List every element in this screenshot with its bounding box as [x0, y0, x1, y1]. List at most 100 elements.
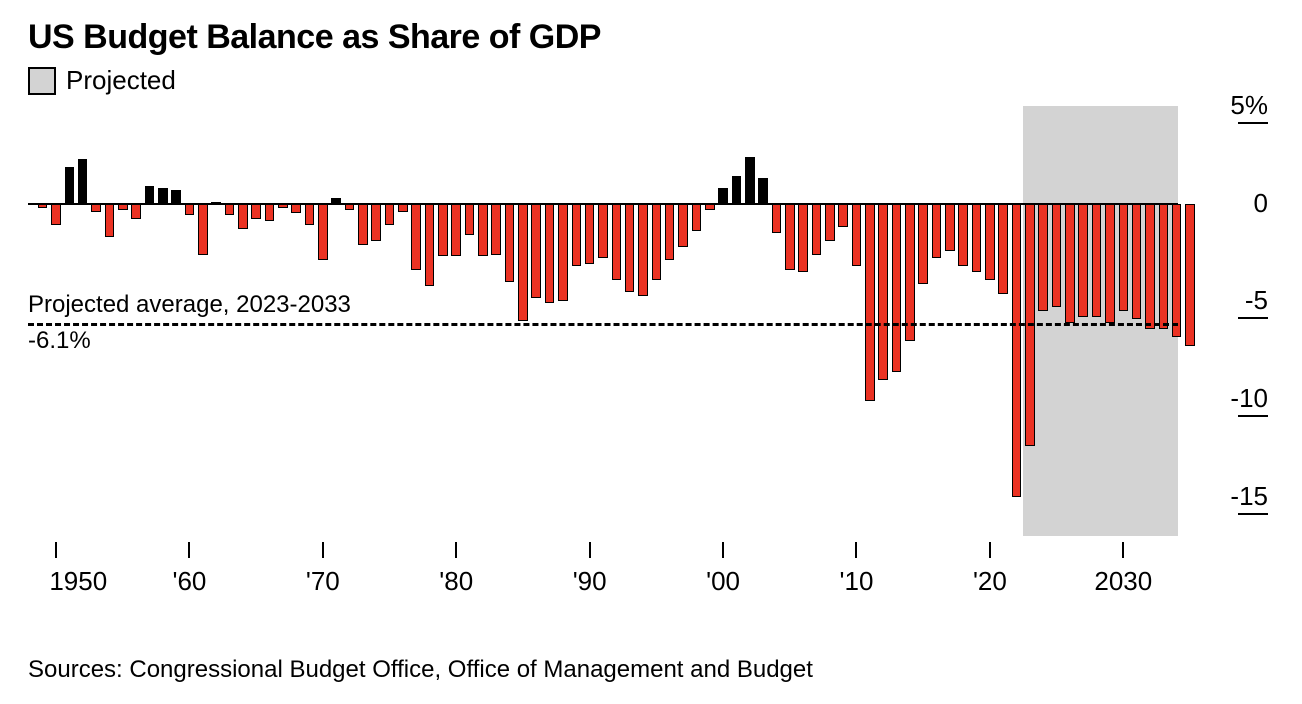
- projected-band: [1023, 106, 1178, 536]
- bar: [772, 204, 782, 233]
- bar: [331, 198, 341, 204]
- bar: [318, 204, 328, 261]
- projected-average-label: Projected average, 2023-2033: [28, 293, 351, 317]
- y-tick-label: 5%: [1230, 92, 1268, 118]
- legend-swatch-projected: [28, 67, 56, 95]
- bar: [798, 204, 808, 272]
- bar: [105, 204, 115, 237]
- bar: [411, 204, 421, 270]
- x-tick-mark: [55, 542, 57, 558]
- y-tick-mark: [1238, 122, 1268, 124]
- bar: [918, 204, 928, 284]
- bar: [785, 204, 795, 270]
- x-tick-label: 2030: [1094, 566, 1152, 597]
- bar: [251, 204, 261, 220]
- bar: [625, 204, 635, 292]
- bar: [451, 204, 461, 257]
- bar: [131, 204, 141, 220]
- bar: [1159, 204, 1169, 329]
- legend-label-projected: Projected: [66, 65, 176, 96]
- bar: [398, 204, 408, 212]
- bar: [1145, 204, 1155, 329]
- bar: [705, 204, 715, 210]
- x-tick-label: '60: [172, 566, 206, 597]
- bar: [665, 204, 675, 261]
- bar: [65, 167, 75, 204]
- y-tick-mark: [1238, 415, 1268, 417]
- bar: [812, 204, 822, 255]
- sources-text: Sources: Congressional Budget Office, Of…: [28, 656, 813, 684]
- bar: [158, 188, 168, 204]
- bar: [238, 204, 248, 229]
- bar: [838, 204, 848, 227]
- bar: [211, 202, 221, 204]
- bar: [612, 204, 622, 280]
- bar: [998, 204, 1008, 294]
- chart-area: Projected average, 2023-2033-6.1% 5%0-5-…: [28, 106, 1274, 606]
- x-tick-mark: [855, 542, 857, 558]
- x-tick-mark: [722, 542, 724, 558]
- x-tick-mark: [589, 542, 591, 558]
- x-tick-label: '80: [439, 566, 473, 597]
- bar: [972, 204, 982, 272]
- bar: [745, 157, 755, 204]
- bar: [305, 204, 315, 226]
- bar: [652, 204, 662, 280]
- bar: [758, 178, 768, 203]
- bar: [958, 204, 968, 267]
- bar: [171, 190, 181, 204]
- x-tick-label: '20: [973, 566, 1007, 597]
- y-tick-label: 0: [1254, 190, 1268, 216]
- bar: [198, 204, 208, 255]
- bar: [491, 204, 501, 255]
- bar: [678, 204, 688, 247]
- bar: [478, 204, 488, 257]
- bar: [852, 204, 862, 267]
- bar: [385, 204, 395, 226]
- bar: [291, 204, 301, 214]
- bar: [572, 204, 582, 267]
- x-tick-label: 1950: [49, 566, 107, 597]
- bar: [558, 204, 568, 302]
- bar: [718, 188, 728, 204]
- y-tick-label: -10: [1230, 385, 1268, 411]
- bar: [438, 204, 448, 257]
- bar: [51, 204, 61, 226]
- x-tick-label: '90: [573, 566, 607, 597]
- bar: [1092, 204, 1102, 317]
- bar: [732, 176, 742, 203]
- bar: [1038, 204, 1048, 312]
- x-tick-label: '10: [840, 566, 874, 597]
- bar: [531, 204, 541, 298]
- bar: [278, 204, 288, 208]
- bar: [1078, 204, 1088, 317]
- bar: [1052, 204, 1062, 308]
- y-tick-mark: [1238, 513, 1268, 515]
- projected-average-value: -6.1%: [28, 329, 91, 353]
- x-tick-mark: [188, 542, 190, 558]
- bar: [518, 204, 528, 321]
- bar: [865, 204, 875, 401]
- bar: [638, 204, 648, 296]
- bar: [1132, 204, 1142, 319]
- bar: [1105, 204, 1115, 323]
- bar: [91, 204, 101, 212]
- legend: Projected: [28, 65, 1274, 96]
- x-tick-mark: [322, 542, 324, 558]
- bar: [265, 204, 275, 222]
- y-tick-label: -15: [1230, 483, 1268, 509]
- bar: [38, 204, 48, 208]
- bar: [545, 204, 555, 304]
- bar: [78, 159, 88, 204]
- bar: [905, 204, 915, 341]
- bar: [425, 204, 435, 286]
- bar: [932, 204, 942, 259]
- chart-title: US Budget Balance as Share of GDP: [28, 18, 1274, 57]
- bar: [1065, 204, 1075, 323]
- bar: [371, 204, 381, 241]
- bar: [945, 204, 955, 251]
- x-tick-mark: [989, 542, 991, 558]
- bar: [145, 186, 155, 204]
- bar: [1012, 204, 1022, 497]
- bar: [878, 204, 888, 380]
